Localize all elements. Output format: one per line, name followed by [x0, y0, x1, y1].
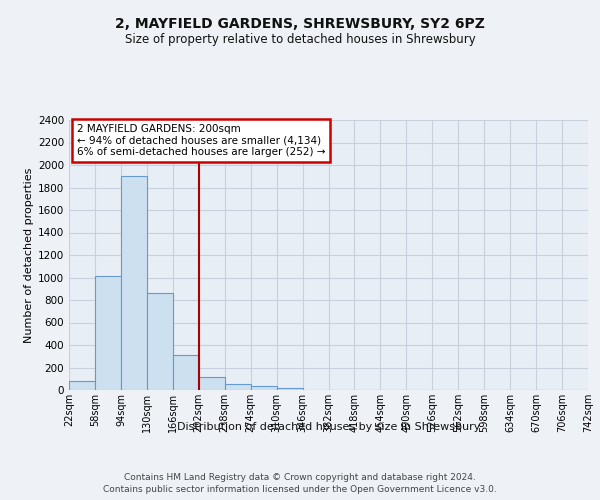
- Bar: [69, 381, 95, 390]
- Text: Contains HM Land Registry data © Crown copyright and database right 2024.: Contains HM Land Registry data © Crown c…: [124, 472, 476, 482]
- Bar: [173, 355, 199, 390]
- Text: Size of property relative to detached houses in Shrewsbury: Size of property relative to detached ho…: [125, 32, 475, 46]
- Text: Contains public sector information licensed under the Open Government Licence v3: Contains public sector information licen…: [103, 485, 497, 494]
- Bar: [121, 176, 147, 390]
- Text: 2, MAYFIELD GARDENS, SHREWSBURY, SY2 6PZ: 2, MAYFIELD GARDENS, SHREWSBURY, SY2 6PZ: [115, 18, 485, 32]
- Bar: [147, 293, 173, 390]
- Text: 2 MAYFIELD GARDENS: 200sqm
← 94% of detached houses are smaller (4,134)
6% of se: 2 MAYFIELD GARDENS: 200sqm ← 94% of deta…: [77, 124, 325, 157]
- Bar: [95, 276, 121, 390]
- Bar: [199, 376, 224, 390]
- Y-axis label: Number of detached properties: Number of detached properties: [24, 168, 34, 342]
- Bar: [251, 386, 277, 390]
- Text: Distribution of detached houses by size in Shrewsbury: Distribution of detached houses by size …: [177, 422, 481, 432]
- Bar: [277, 388, 302, 390]
- Bar: [224, 384, 251, 390]
